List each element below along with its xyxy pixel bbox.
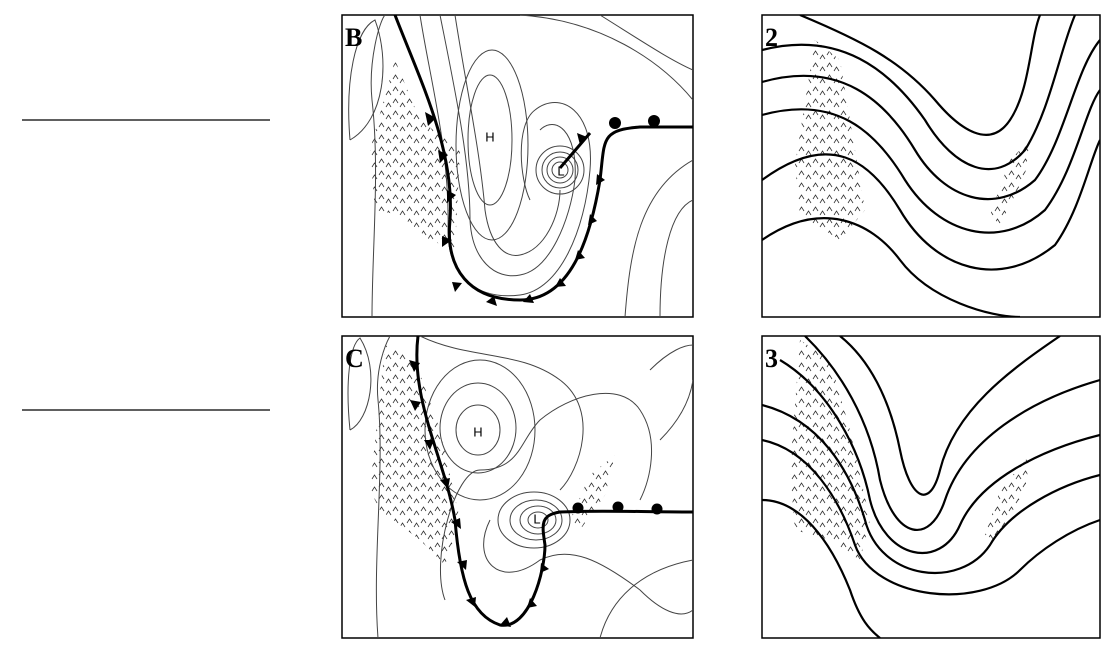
panel-2: 2 (761, 14, 1101, 318)
panel-c: H L C (341, 335, 694, 639)
panel-label: 3 (765, 344, 778, 373)
panel-label: 2 (765, 23, 778, 52)
high-symbol: H (485, 129, 494, 144)
high-symbol: H (473, 424, 482, 439)
panel-b: H L B (341, 14, 694, 318)
low-symbol: L (557, 163, 564, 178)
panel-label: C (345, 344, 364, 373)
panel-label: B (345, 23, 362, 52)
low-symbol: L (533, 511, 540, 526)
panel-3: 3 (761, 335, 1101, 639)
